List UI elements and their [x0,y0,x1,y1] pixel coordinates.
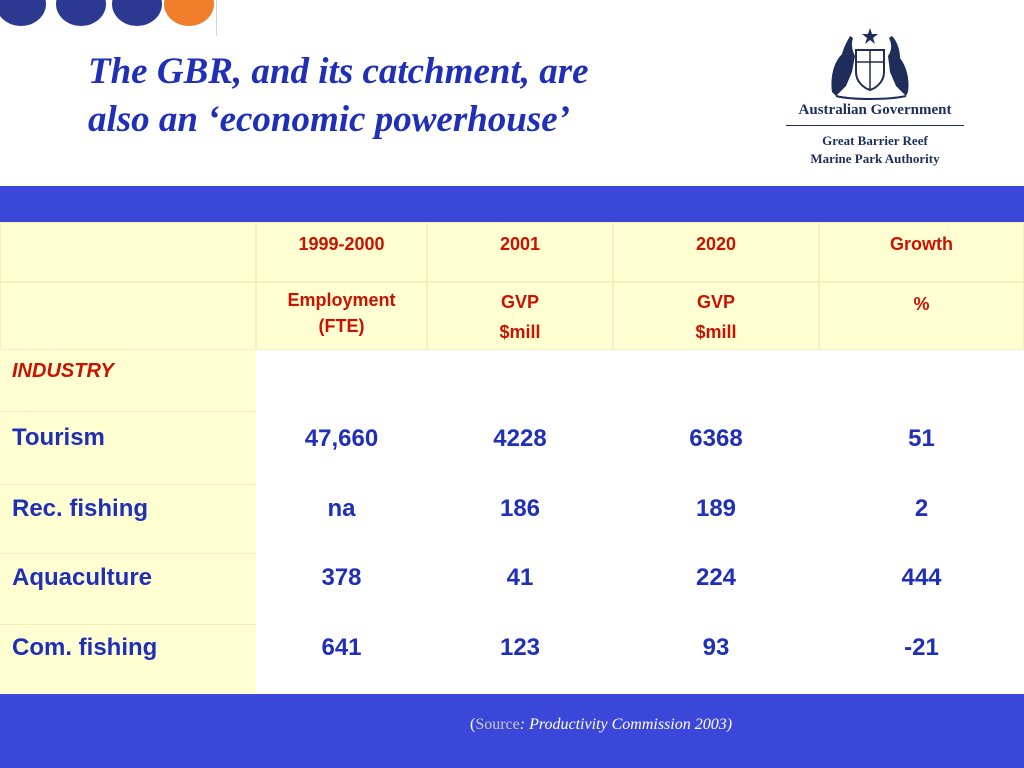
row-label-tourism: Tourism [0,412,256,485]
col-header-2001: 2001 [427,222,613,282]
table-cell: 51 [819,412,1024,485]
source-value: Productivity Commission 2003) [525,716,733,733]
unit-line: GVP [696,292,735,312]
unit-line: GVP [500,292,539,312]
title-line-2: also an ‘economic powerhouse’ [88,99,571,140]
unit-line: Employment [287,290,396,310]
decor-circle-3 [112,0,162,26]
decor-circle-2 [56,0,106,26]
col-header-1999-2000: 1999-2000 [256,222,427,282]
col-header-2020: 2020 [613,222,819,282]
section-label-industry: INDUSTRY [0,350,256,412]
table-cell: 2 [819,485,1024,554]
org-sub-line-1: Great Barrier Reef [822,133,928,148]
government-logo: Australian Government Great Barrier Reef… [770,26,980,176]
unit-line: $mill [695,322,737,342]
table-cell: 189 [613,485,819,554]
data-table: 1999-2000 2001 2020 Growth Employment (F… [0,222,1024,694]
decor-circle-1 [0,0,46,26]
table-cell: 224 [613,554,819,625]
row-label-aquaculture: Aquaculture [0,554,256,625]
unit-gvp-2001: GVP $mill [427,282,613,350]
row-label-com-fishing: Com. fishing [0,625,256,694]
table-cell: 93 [613,625,819,694]
decor-divider [216,0,217,36]
table-cell: 6368 [613,412,819,485]
page-title: The GBR, and its catchment, are also an … [88,48,728,144]
org-main-name: Australian Government [798,102,952,118]
decor-circle-4 [164,0,214,26]
source-citation: (Source: Productivity Commission 2003) [470,716,732,734]
table-cell: na [256,485,427,554]
bottom-band [0,694,1024,768]
col-header-growth: Growth [819,222,1024,282]
table-cell: 444 [819,554,1024,625]
org-sub-line-2: Marine Park Authority [810,151,940,166]
source-label: Source [475,716,520,733]
unit-line: $mill [499,322,541,342]
top-band [0,186,1024,222]
table-cell: 47,660 [256,412,427,485]
table-cell: 186 [427,485,613,554]
row-label-rec-fishing: Rec. fishing [0,485,256,554]
table-cell: 641 [256,625,427,694]
coat-of-arms-icon [831,28,909,100]
table-cell: 123 [427,625,613,694]
title-line-1: The GBR, and its catchment, are [88,51,589,92]
table-cell: 4228 [427,412,613,485]
table-cell: 378 [256,554,427,625]
header-corner-cell [0,222,256,282]
org-divider [786,125,964,126]
unit-line: % [913,294,930,314]
units-corner-cell [0,282,256,350]
unit-line: (FTE) [318,316,365,336]
unit-growth-percent: % [819,282,1024,350]
unit-employment: Employment (FTE) [256,282,427,350]
source-colon: : [519,716,526,733]
source-paren: ( [470,716,476,733]
table-cell: 41 [427,554,613,625]
table-cell: -21 [819,625,1024,694]
section-spacer [256,350,1024,412]
unit-gvp-2020: GVP $mill [613,282,819,350]
